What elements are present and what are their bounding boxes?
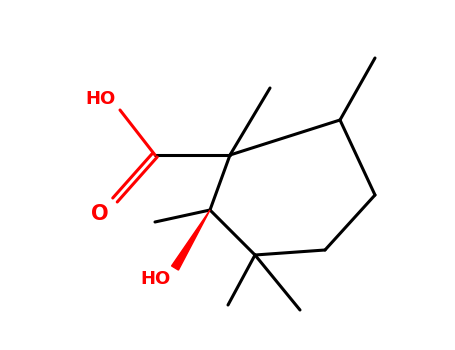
Text: O: O: [91, 204, 109, 224]
Polygon shape: [172, 210, 210, 270]
Text: HO: HO: [141, 270, 171, 288]
Text: HO: HO: [86, 90, 116, 108]
